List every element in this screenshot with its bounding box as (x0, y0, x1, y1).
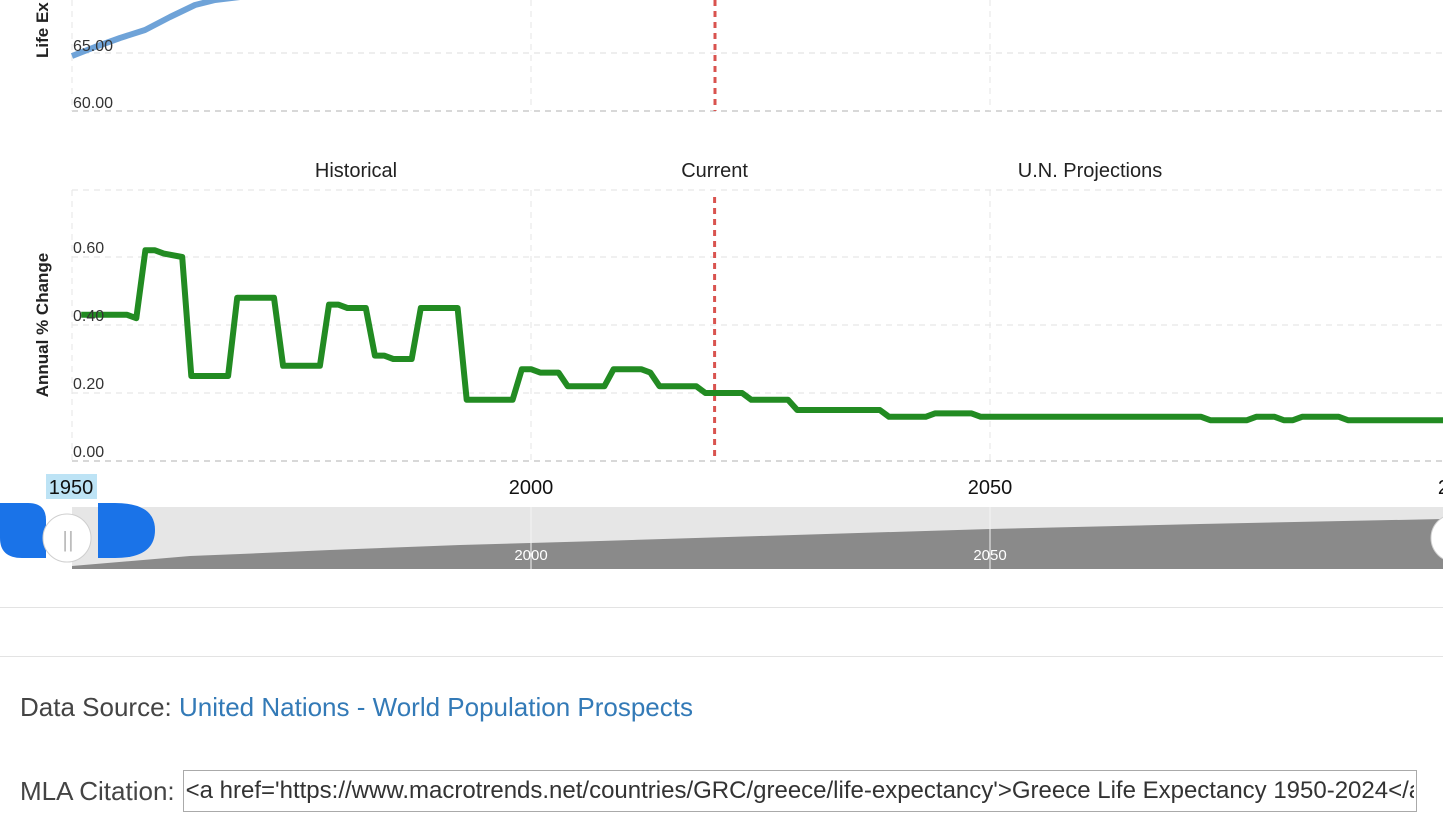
horizontal-gridlines (72, 189, 1443, 462)
upper-life-expectancy-line (70, 0, 241, 59)
xtick-label: 2050 (968, 477, 1013, 499)
navigator-right-mask[interactable] (98, 503, 155, 558)
annual-change-line (81, 247, 1443, 424)
ytick-labels: 0.00 0.20 0.40 0.60 (73, 240, 104, 461)
data-source-label: Data Source: (20, 692, 172, 722)
upper-ylabel: Life Ex (33, 2, 52, 58)
upper-ytick-label: 65.00 (73, 38, 113, 55)
chart-area: 65.00 60.00 Life Ex 0.00 0.20 0.40 0.60 His… (0, 0, 1443, 569)
ytick-label: 0.00 (73, 444, 104, 461)
navigator-left-handle[interactable] (42, 513, 92, 563)
navigator-left-mask[interactable] (0, 503, 46, 558)
range-navigator[interactable]: 2000 2050 || 1950 (0, 474, 1443, 569)
section-labels: Historical Current U.N. Projections (315, 160, 1162, 182)
data-source-link[interactable]: United Nations - World Population Prospe… (178, 692, 693, 722)
range-start-highlight (46, 474, 97, 499)
handle-grip-icon: || (62, 527, 73, 552)
annual-change-chart: 0.00 0.20 0.40 0.60 Historical Current U.N. P… (33, 160, 1443, 499)
upper-chart: 65.00 60.00 Life Ex (33, 0, 1443, 112)
navigator-tick-label: 2050 (973, 547, 1006, 564)
section-label: U.N. Projections (1018, 160, 1163, 182)
citation-label: MLA Citation: (20, 775, 175, 806)
navigator-right-handle[interactable] (1430, 514, 1443, 562)
divider (0, 656, 1443, 657)
divider (0, 607, 1443, 608)
ytick-label: 0.60 (73, 240, 104, 257)
y-axis-label: Annual % Change (33, 253, 52, 398)
xtick-label: 2000 (509, 477, 554, 499)
navigator-tick-label: 2000 (514, 547, 547, 564)
data-source-row: Data Source: United Nations - World Popu… (20, 692, 693, 723)
section-label: Historical (315, 160, 397, 182)
navigator-area (72, 519, 1443, 569)
ytick-label: 0.20 (73, 376, 104, 393)
range-start-label: 1950 (49, 477, 94, 499)
section-label: Current (681, 160, 748, 182)
ytick-label: 0.40 (73, 308, 104, 325)
citation-row: MLA Citation: (20, 770, 1417, 812)
xtick-labels: 2000 2050 21 (509, 477, 1443, 499)
upper-ytick-label: 60.00 (73, 95, 113, 112)
citation-input[interactable] (182, 770, 1417, 812)
xtick-label: 21 (1438, 477, 1443, 499)
